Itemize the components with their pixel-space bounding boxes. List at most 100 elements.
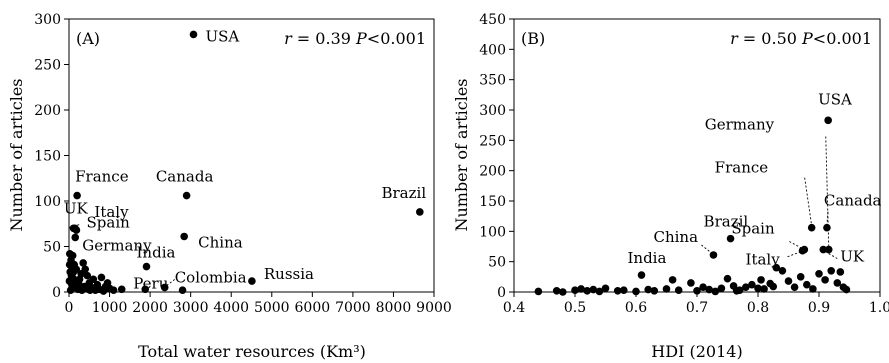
panel-b-leader-france bbox=[804, 177, 813, 226]
panel-a-point-usa bbox=[189, 30, 198, 39]
panel-b-point-france bbox=[807, 223, 816, 232]
panel-a-label-uk: UK bbox=[64, 199, 89, 217]
panel-a-stat: r = 0.39 P<0.001 bbox=[284, 29, 426, 48]
panel-b-x-tick-label: 0.7 bbox=[686, 300, 708, 316]
panel-a-data-point bbox=[99, 287, 108, 295]
panel-b-data-point bbox=[583, 286, 591, 295]
panel-b-label-spain: Spain bbox=[731, 220, 775, 238]
panel-a-label-france: France bbox=[75, 168, 129, 186]
panel-a-label-colombia: Colombia bbox=[175, 268, 247, 286]
panel-a-y-tick-label: 150 bbox=[34, 149, 61, 165]
panel-b-point-uk bbox=[819, 245, 828, 254]
panel-a-point-france bbox=[73, 191, 81, 200]
panel-b-data-point bbox=[723, 274, 732, 283]
panel-a-point-spain bbox=[69, 224, 78, 233]
panel-b-y-tick-label: 350 bbox=[479, 73, 506, 89]
panel-a-label-india: India bbox=[137, 244, 176, 262]
panel-a-y-tick-label: 200 bbox=[34, 103, 61, 119]
panel-b-x-tick-label: 0.4 bbox=[503, 300, 525, 316]
panel-b-label-canada: Canada bbox=[824, 192, 882, 210]
panel-b-data-point bbox=[571, 286, 579, 294]
panel-b-y-axis-title: Number of articles bbox=[452, 78, 471, 231]
panel-b-data-point bbox=[821, 276, 829, 284]
panel-b-data-point bbox=[769, 282, 778, 291]
panel-a-data-point bbox=[84, 285, 93, 294]
panel-b-data-point bbox=[595, 287, 604, 296]
panel-a-r-value: = 0.39 bbox=[292, 29, 356, 48]
panel-b-point-germany bbox=[824, 245, 833, 254]
panel-b-data-point bbox=[687, 279, 695, 287]
panel-b-data-point bbox=[674, 286, 683, 294]
panel-b-y-tick-label: 150 bbox=[479, 194, 506, 210]
panel-b-data-point bbox=[790, 283, 799, 291]
panel-b-y-tick-label: 0 bbox=[497, 285, 506, 301]
panel-b-data-point bbox=[693, 286, 701, 295]
panel-a-y-tick-label: 300 bbox=[34, 12, 61, 28]
panel-a-label-china: China bbox=[198, 233, 243, 251]
panel-a-data-point bbox=[97, 273, 106, 282]
panel-b-data-point bbox=[620, 286, 628, 294]
chart-panel-b: (B) r = 0.50 P<0.001 HDI (2014) Number o… bbox=[452, 12, 889, 361]
panel-b-data-point bbox=[833, 279, 842, 287]
panel-b-x-tick-label: 1.0 bbox=[869, 300, 889, 316]
panel-b-y-tick-label: 400 bbox=[479, 42, 506, 58]
panel-a-leader-colombia bbox=[166, 279, 175, 286]
chart-panel-a: (A) r = 0.39 P<0.001 Total water resourc… bbox=[7, 12, 452, 361]
panel-b-data-point bbox=[662, 285, 671, 293]
panel-a-data-point bbox=[89, 275, 98, 284]
panel-a-y-tick-label: 0 bbox=[52, 285, 61, 301]
panel-b-data-point bbox=[613, 286, 622, 295]
panel-a-data-point bbox=[68, 251, 77, 260]
panel-b-label-china: China bbox=[653, 228, 698, 246]
panel-b-leader-china bbox=[701, 244, 712, 254]
panel-b-data-point bbox=[705, 285, 713, 294]
panel-b-data-point bbox=[589, 285, 598, 294]
panel-b-data-point bbox=[757, 276, 765, 284]
panel-a-point-china bbox=[180, 232, 188, 241]
panel-b-leader-spain bbox=[789, 241, 803, 249]
panel-b-r-value: = 0.50 bbox=[738, 29, 802, 48]
panel-b-data-point bbox=[772, 263, 781, 272]
panel-a-data-point bbox=[70, 260, 79, 269]
panel-b-p-value: <0.001 bbox=[813, 29, 872, 48]
panel-b-data-point bbox=[815, 270, 823, 278]
panel-b-point-china bbox=[709, 251, 718, 259]
panel-a-x-tick-label: 8000 bbox=[376, 300, 412, 316]
panel-b-data-point bbox=[836, 268, 845, 276]
panel-a-x-axis-title: Total water resources (Km³) bbox=[138, 342, 366, 361]
panel-b-data-point bbox=[754, 284, 762, 293]
panel-b-y-tick-label: 50 bbox=[488, 255, 506, 271]
panel-b-point-italy bbox=[798, 246, 807, 255]
panel-b-data-point bbox=[742, 283, 750, 291]
panel-b-point-india bbox=[637, 271, 646, 279]
panel-b-label-brazil: Brazil bbox=[704, 213, 749, 231]
panel-a-data-point bbox=[109, 286, 118, 294]
panel-b-p-symbol: P bbox=[801, 29, 813, 48]
panel-a-x-tick-label: 4000 bbox=[213, 300, 249, 316]
panel-a-x-tick-label: 5000 bbox=[254, 300, 290, 316]
panel-a-point-brazil bbox=[416, 208, 424, 216]
panel-a-label-usa: USA bbox=[206, 27, 240, 45]
panel-a-label-russia: Russia bbox=[264, 265, 314, 283]
panel-a-label-spain: Spain bbox=[87, 213, 131, 231]
panel-b-y-tick-label: 300 bbox=[479, 103, 506, 119]
panel-a-point-colombia bbox=[160, 283, 169, 292]
panel-b-data-point bbox=[842, 285, 851, 294]
panel-b-data-point bbox=[796, 273, 805, 281]
panel-b-data-point bbox=[827, 266, 835, 275]
panel-b-y-tick-label: 200 bbox=[479, 164, 506, 180]
panel-b-y-tick-label: 450 bbox=[479, 12, 506, 28]
panel-a-label: (A) bbox=[76, 29, 100, 48]
panel-b-data-point bbox=[784, 277, 793, 285]
panel-b-point-brazil bbox=[726, 234, 735, 243]
panel-a-p-symbol: P bbox=[355, 29, 367, 48]
panel-b-data-point bbox=[809, 285, 817, 293]
panel-a-x-tick-label: 6000 bbox=[295, 300, 331, 316]
panel-a-data-point bbox=[83, 271, 92, 280]
panel-b-data-point bbox=[717, 284, 726, 293]
panel-b-label: (B) bbox=[521, 29, 545, 48]
panel-a-data-point bbox=[79, 259, 87, 267]
panel-a-label-brazil: Brazil bbox=[381, 184, 426, 202]
panel-b-data-point bbox=[644, 285, 652, 294]
panel-a-point-russia bbox=[248, 277, 256, 285]
